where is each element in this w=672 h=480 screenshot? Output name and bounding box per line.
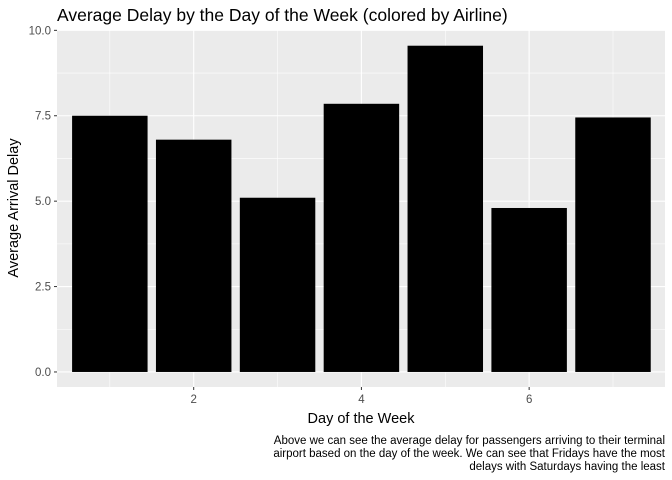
y-tick-label: 0.0 — [35, 367, 51, 379]
bar — [407, 45, 484, 372]
bar — [155, 139, 232, 372]
caption-line: delays with Saturdays having the least — [469, 461, 665, 473]
bar — [491, 207, 567, 372]
chart-title: Average Delay by the Day of the Week (co… — [57, 5, 508, 25]
x-tick-label: 6 — [526, 394, 532, 406]
x-tick-label: 4 — [358, 394, 365, 406]
caption-line: airport based on the day of the week. We… — [273, 448, 665, 460]
caption-line: Above we can see the average delay for p… — [274, 435, 665, 447]
x-axis: 2 4 6 — [190, 387, 532, 406]
bar — [239, 197, 316, 372]
bar — [72, 115, 148, 372]
bar — [575, 117, 651, 372]
y-tick-label: 10.0 — [29, 25, 51, 37]
y-axis-title: Average Arrival Delay — [6, 138, 22, 278]
bars — [72, 45, 651, 372]
y-axis: 0.0 2.5 5.0 7.5 10.0 — [29, 25, 57, 379]
y-tick-label: 2.5 — [35, 282, 51, 294]
chart-caption: Above we can see the average delay for p… — [273, 435, 665, 473]
y-tick-label: 7.5 — [35, 111, 51, 123]
plot-area — [57, 29, 665, 387]
x-tick-label: 2 — [190, 394, 196, 406]
y-tick-label: 5.0 — [35, 196, 51, 208]
bar — [323, 103, 400, 372]
x-axis-title: Day of the Week — [308, 411, 416, 427]
